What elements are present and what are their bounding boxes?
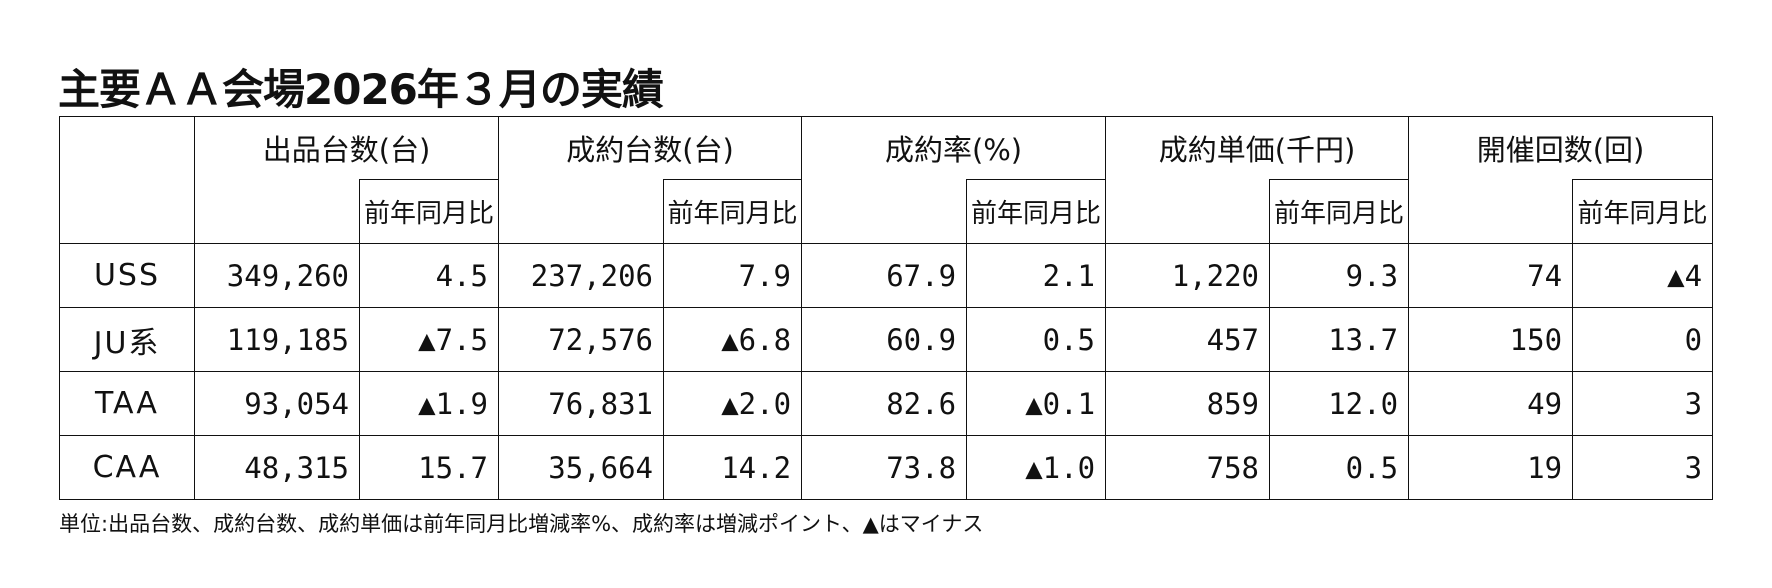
group-header: 出品台数(台)	[193, 116, 500, 180]
value-cell: 76,831	[498, 371, 665, 436]
data-row: USS 349,260 4.5 237,206 7.9 67.9 2.1 1,220 9.3 74…	[59, 243, 1714, 308]
group-header: 開催回数(回)	[1408, 116, 1714, 180]
note: 単位:出品台数、成約台数、成約単価は前年同月比増減率%、成約率は増減ポイント、▲…	[59, 512, 984, 536]
value-cell: ▲4	[1572, 243, 1714, 308]
data-row: JU系 119,185 ▲7.5 72,576 ▲6.8 60.9 0.5 457 13.7 15…	[59, 307, 1714, 372]
results-table: 出品台数(台) 成約台数(台) 成約率(%) 成約単価(千円) 開催回数(回) 前年同月比…	[59, 116, 1714, 500]
data-row: CAA 48,315 15.7 35,664 14.2 73.8 ▲1.0 758 0.5 19 3	[59, 435, 1714, 500]
value-cell: 1,220	[1105, 243, 1271, 308]
venue-name: TAA	[59, 371, 195, 436]
value-cell: 0	[1572, 307, 1714, 372]
value-cell: 9.3	[1269, 243, 1410, 308]
value-cell: 14.2	[663, 435, 803, 500]
corner-cell	[59, 116, 195, 244]
value-cell: ▲1.0	[966, 435, 1107, 500]
value-cell: ▲1.9	[358, 371, 500, 436]
value-cell: 0.5	[966, 307, 1107, 372]
value-cell: 60.9	[801, 307, 968, 372]
value-cell: 0.5	[1269, 435, 1410, 500]
value-cell: 349,260	[194, 243, 360, 308]
value-cell: 12.0	[1269, 371, 1410, 436]
venue-name: USS	[59, 243, 195, 308]
blank-cell	[1105, 179, 1271, 244]
value-cell: 15.7	[358, 435, 500, 500]
subheader-row: 前年同月比 前年同月比 前年同月比 前年同月比 前年同月比	[60, 179, 1714, 244]
value-cell: 48,315	[194, 435, 360, 500]
value-cell: 82.6	[801, 371, 968, 436]
group-header: 成約単価(千円)	[1105, 116, 1410, 180]
value-cell: 49	[1408, 371, 1574, 436]
data-row: TAA 93,054 ▲1.9 76,831 ▲2.0 82.6 ▲0.1 859 12.0 49…	[59, 371, 1714, 436]
value-cell: ▲6.8	[663, 307, 803, 372]
value-cell: 7.9	[663, 243, 803, 308]
blank-cell	[1408, 179, 1574, 244]
blank-cell	[498, 179, 665, 244]
value-cell: 237,206	[498, 243, 665, 308]
value-cell: 3	[1572, 435, 1714, 500]
value-cell: 67.9	[801, 243, 968, 308]
title: 主要ＡＡ会場2026年３月の実績	[58, 65, 664, 114]
value-cell: 93,054	[194, 371, 360, 436]
value-cell: 13.7	[1269, 307, 1410, 372]
value-cell: 19	[1408, 435, 1574, 500]
value-cell: ▲0.1	[966, 371, 1107, 436]
subheader: 前年同月比	[966, 179, 1107, 244]
venue-name: CAA	[59, 435, 195, 500]
value-cell: 73.8	[801, 435, 968, 500]
header-row: 出品台数(台) 成約台数(台) 成約率(%) 成約単価(千円) 開催回数(回)	[59, 116, 1714, 244]
subheader: 前年同月比	[1572, 179, 1714, 244]
value-cell: 4.5	[358, 243, 500, 308]
group-header: 成約台数(台)	[498, 116, 803, 180]
value-cell: 758	[1105, 435, 1271, 500]
value-cell: 457	[1105, 307, 1271, 372]
venue-name: JU系	[59, 307, 195, 372]
subheader: 前年同月比	[358, 179, 500, 244]
value-cell: 2.1	[966, 243, 1107, 308]
value-cell: 150	[1408, 307, 1574, 372]
subheader: 前年同月比	[663, 179, 803, 244]
value-cell: ▲2.0	[663, 371, 803, 436]
blank-cell	[801, 179, 968, 244]
value-cell: 3	[1572, 371, 1714, 436]
value-cell: 74	[1408, 243, 1574, 308]
value-cell: 859	[1105, 371, 1271, 436]
subheader: 前年同月比	[1269, 179, 1410, 244]
value-cell: ▲7.5	[358, 307, 500, 372]
value-cell: 119,185	[194, 307, 360, 372]
group-header: 成約率(%)	[801, 116, 1107, 180]
value-cell: 35,664	[498, 435, 665, 500]
value-cell: 72,576	[498, 307, 665, 372]
blank-cell	[194, 179, 360, 244]
